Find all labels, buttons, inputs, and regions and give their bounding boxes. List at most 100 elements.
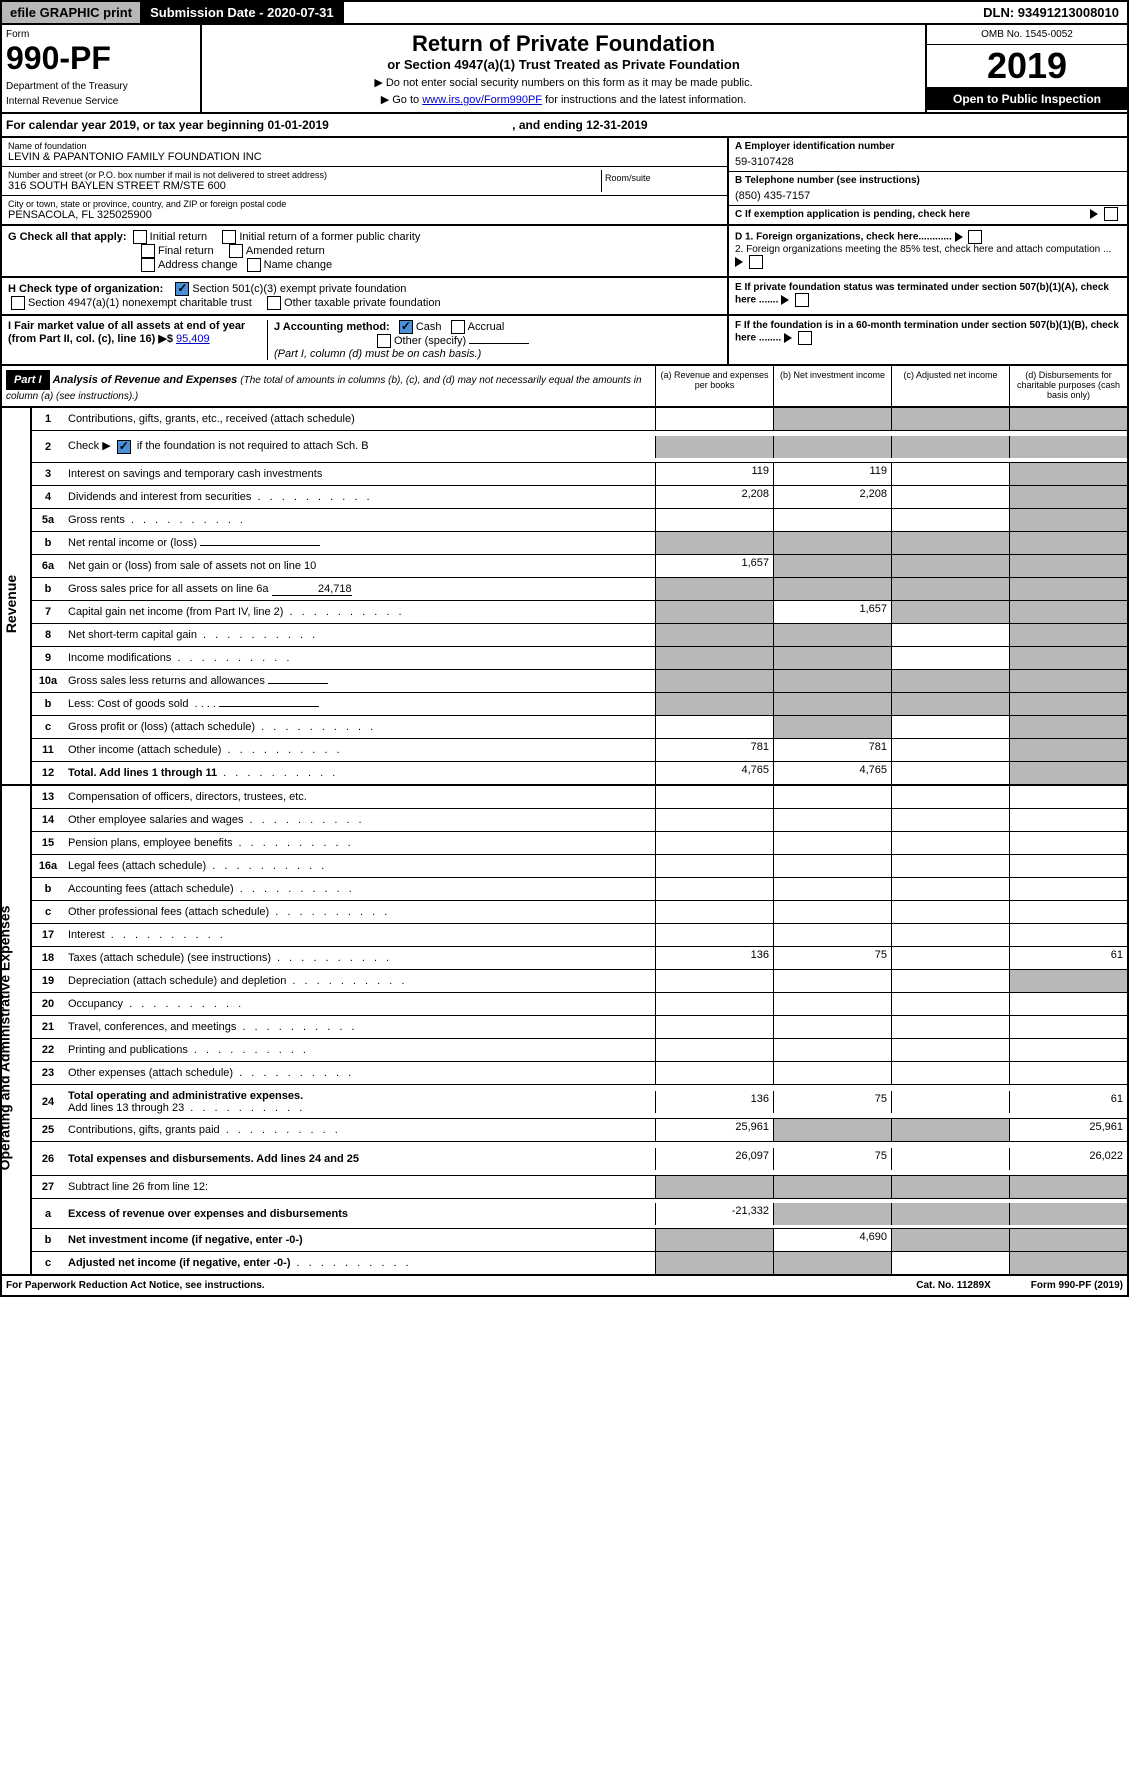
other-taxable-cb[interactable] [267, 296, 281, 310]
table-row: 10aGross sales less returns and allowanc… [32, 670, 1127, 693]
city-label: City or town, state or province, country… [8, 199, 721, 209]
d1-cb[interactable] [968, 230, 982, 244]
form-year-block: OMB No. 1545-0052 2019 Open to Public In… [927, 25, 1127, 112]
form-title: Return of Private Foundation [208, 31, 919, 57]
phone-value: (850) 435-7157 [735, 186, 1121, 202]
table-row: 14Other employee salaries and wages [32, 809, 1127, 832]
d2-cb[interactable] [749, 255, 763, 269]
initial-return-cb[interactable] [133, 230, 147, 244]
calendar-year-row: For calendar year 2019, or tax year begi… [0, 114, 1129, 138]
room-label: Room/suite [605, 173, 718, 183]
addr-label: Number and street (or P.O. box number if… [8, 170, 601, 180]
table-row: bGross sales price for all assets on lin… [32, 578, 1127, 601]
table-row: 20Occupancy [32, 993, 1127, 1016]
d1-label: D 1. Foreign organizations, check here..… [735, 232, 952, 243]
name-label: Name of foundation [8, 141, 721, 151]
j-note: (Part I, column (d) must be on cash basi… [274, 348, 481, 360]
table-row: cAdjusted net income (if negative, enter… [32, 1252, 1127, 1274]
initial-former-cb[interactable] [222, 230, 236, 244]
dept-treasury: Department of the Treasury [6, 81, 196, 92]
g-label: G Check all that apply: [8, 231, 127, 243]
part1-header-row: Part I Analysis of Revenue and Expenses … [0, 366, 1129, 408]
tax-year: 2019 [927, 45, 1127, 88]
form-note-1: ▶ Do not enter social security numbers o… [208, 76, 919, 89]
table-row: 22Printing and publications [32, 1039, 1127, 1062]
table-row: 25Contributions, gifts, grants paid25,96… [32, 1119, 1127, 1142]
j-label: J Accounting method: [274, 321, 390, 333]
arrow-icon [735, 257, 743, 267]
foundation-city: PENSACOLA, FL 325025900 [8, 209, 721, 221]
table-row: 27Subtract line 26 from line 12: [32, 1176, 1127, 1199]
footer-left: For Paperwork Reduction Act Notice, see … [6, 1280, 265, 1291]
footer-right: Form 990-PF (2019) [1031, 1280, 1123, 1291]
c-label: C If exemption application is pending, c… [735, 209, 970, 220]
f-cb[interactable] [798, 331, 812, 345]
col-c-header: (c) Adjusted net income [891, 366, 1009, 406]
table-row: 21Travel, conferences, and meetings [32, 1016, 1127, 1039]
dln-number: DLN: 93491213008010 [975, 2, 1127, 23]
revenue-side-label: Revenue [2, 408, 32, 784]
ein-value: 59-3107428 [735, 152, 1121, 168]
d2-label: 2. Foreign organizations meeting the 85%… [735, 244, 1111, 255]
form-number: 990-PF [6, 40, 196, 77]
final-return-cb[interactable] [141, 244, 155, 258]
table-row: aExcess of revenue over expenses and dis… [32, 1199, 1127, 1229]
table-row: 2Check ▶ if the foundation is not requir… [32, 431, 1127, 463]
c-checkbox[interactable] [1104, 207, 1118, 221]
revenue-section: Revenue 1Contributions, gifts, grants, e… [0, 408, 1129, 786]
arrow-icon [1090, 209, 1098, 219]
f-label: F If the foundation is in a 60-month ter… [735, 320, 1119, 344]
phone-label: B Telephone number (see instructions) [735, 175, 1121, 186]
table-row: 23Other expenses (attach schedule) [32, 1062, 1127, 1085]
table-row: 16aLegal fees (attach schedule) [32, 855, 1127, 878]
col-b-header: (b) Net investment income [773, 366, 891, 406]
table-row: 12Total. Add lines 1 through 114,7654,76… [32, 762, 1127, 784]
table-row: 17Interest [32, 924, 1127, 947]
ein-label: A Employer identification number [735, 141, 1121, 152]
h-check-row: H Check type of organization: Section 50… [0, 278, 1129, 316]
form-subtitle: or Section 4947(a)(1) Trust Treated as P… [208, 57, 919, 72]
i-value[interactable]: 95,409 [176, 333, 210, 345]
amended-cb[interactable] [229, 244, 243, 258]
table-row: cGross profit or (loss) (attach schedule… [32, 716, 1127, 739]
form-title-block: Return of Private Foundation or Section … [202, 25, 927, 112]
submission-date: Submission Date - 2020-07-31 [142, 2, 344, 23]
501c3-cb[interactable] [175, 282, 189, 296]
schb-cb[interactable] [117, 440, 131, 454]
form-label: Form [6, 29, 196, 40]
table-row: 19Depreciation (attach schedule) and dep… [32, 970, 1127, 993]
page-footer: For Paperwork Reduction Act Notice, see … [0, 1276, 1129, 1297]
part1-badge: Part I [6, 370, 50, 390]
table-row: 1Contributions, gifts, grants, etc., rec… [32, 408, 1127, 431]
table-row: 11Other income (attach schedule)781781 [32, 739, 1127, 762]
table-row: 5aGross rents [32, 509, 1127, 532]
top-bar: efile GRAPHIC print Submission Date - 20… [0, 0, 1129, 25]
table-row: 15Pension plans, employee benefits [32, 832, 1127, 855]
accrual-cb[interactable] [451, 320, 465, 334]
foundation-address: 316 SOUTH BAYLEN STREET RM/STE 600 [8, 180, 601, 192]
expenses-section: Operating and Administrative Expenses 13… [0, 786, 1129, 1276]
arrow-icon [784, 333, 792, 343]
efile-button[interactable]: efile GRAPHIC print [2, 2, 142, 23]
name-change-cb[interactable] [247, 258, 261, 272]
form-header: Form 990-PF Department of the Treasury I… [0, 25, 1129, 114]
table-row: 3Interest on savings and temporary cash … [32, 463, 1127, 486]
arrow-icon [781, 295, 789, 305]
table-row: 4Dividends and interest from securities2… [32, 486, 1127, 509]
table-row: 18Taxes (attach schedule) (see instructi… [32, 947, 1127, 970]
irs-link[interactable]: www.irs.gov/Form990PF [422, 94, 542, 106]
entity-info: Name of foundation LEVIN & PAPANTONIO FA… [0, 138, 1129, 226]
other-specify-cb[interactable] [377, 334, 391, 348]
e-cb[interactable] [795, 293, 809, 307]
arrow-icon [955, 232, 963, 242]
addr-change-cb[interactable] [141, 258, 155, 272]
table-row: 6aNet gain or (loss) from sale of assets… [32, 555, 1127, 578]
table-row: 7Capital gain net income (from Part IV, … [32, 601, 1127, 624]
4947-cb[interactable] [11, 296, 25, 310]
cash-cb[interactable] [399, 320, 413, 334]
foundation-name: LEVIN & PAPANTONIO FAMILY FOUNDATION INC [8, 151, 721, 163]
table-row: bLess: Cost of goods sold . . . . [32, 693, 1127, 716]
form-number-block: Form 990-PF Department of the Treasury I… [2, 25, 202, 112]
table-row: 24Total operating and administrative exp… [32, 1085, 1127, 1119]
table-row: bNet investment income (if negative, ent… [32, 1229, 1127, 1252]
